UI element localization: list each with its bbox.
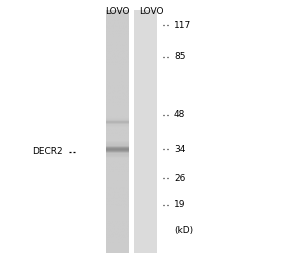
Text: 19: 19 [174,200,186,209]
Text: LOVO: LOVO [105,7,130,16]
Text: 117: 117 [174,21,191,30]
Text: (kD): (kD) [174,227,193,235]
Text: 26: 26 [174,174,185,183]
Text: 34: 34 [174,145,185,154]
Text: DECR2: DECR2 [32,147,62,156]
Text: LOVO: LOVO [139,7,164,16]
Text: 85: 85 [174,52,186,61]
Text: 48: 48 [174,110,185,119]
